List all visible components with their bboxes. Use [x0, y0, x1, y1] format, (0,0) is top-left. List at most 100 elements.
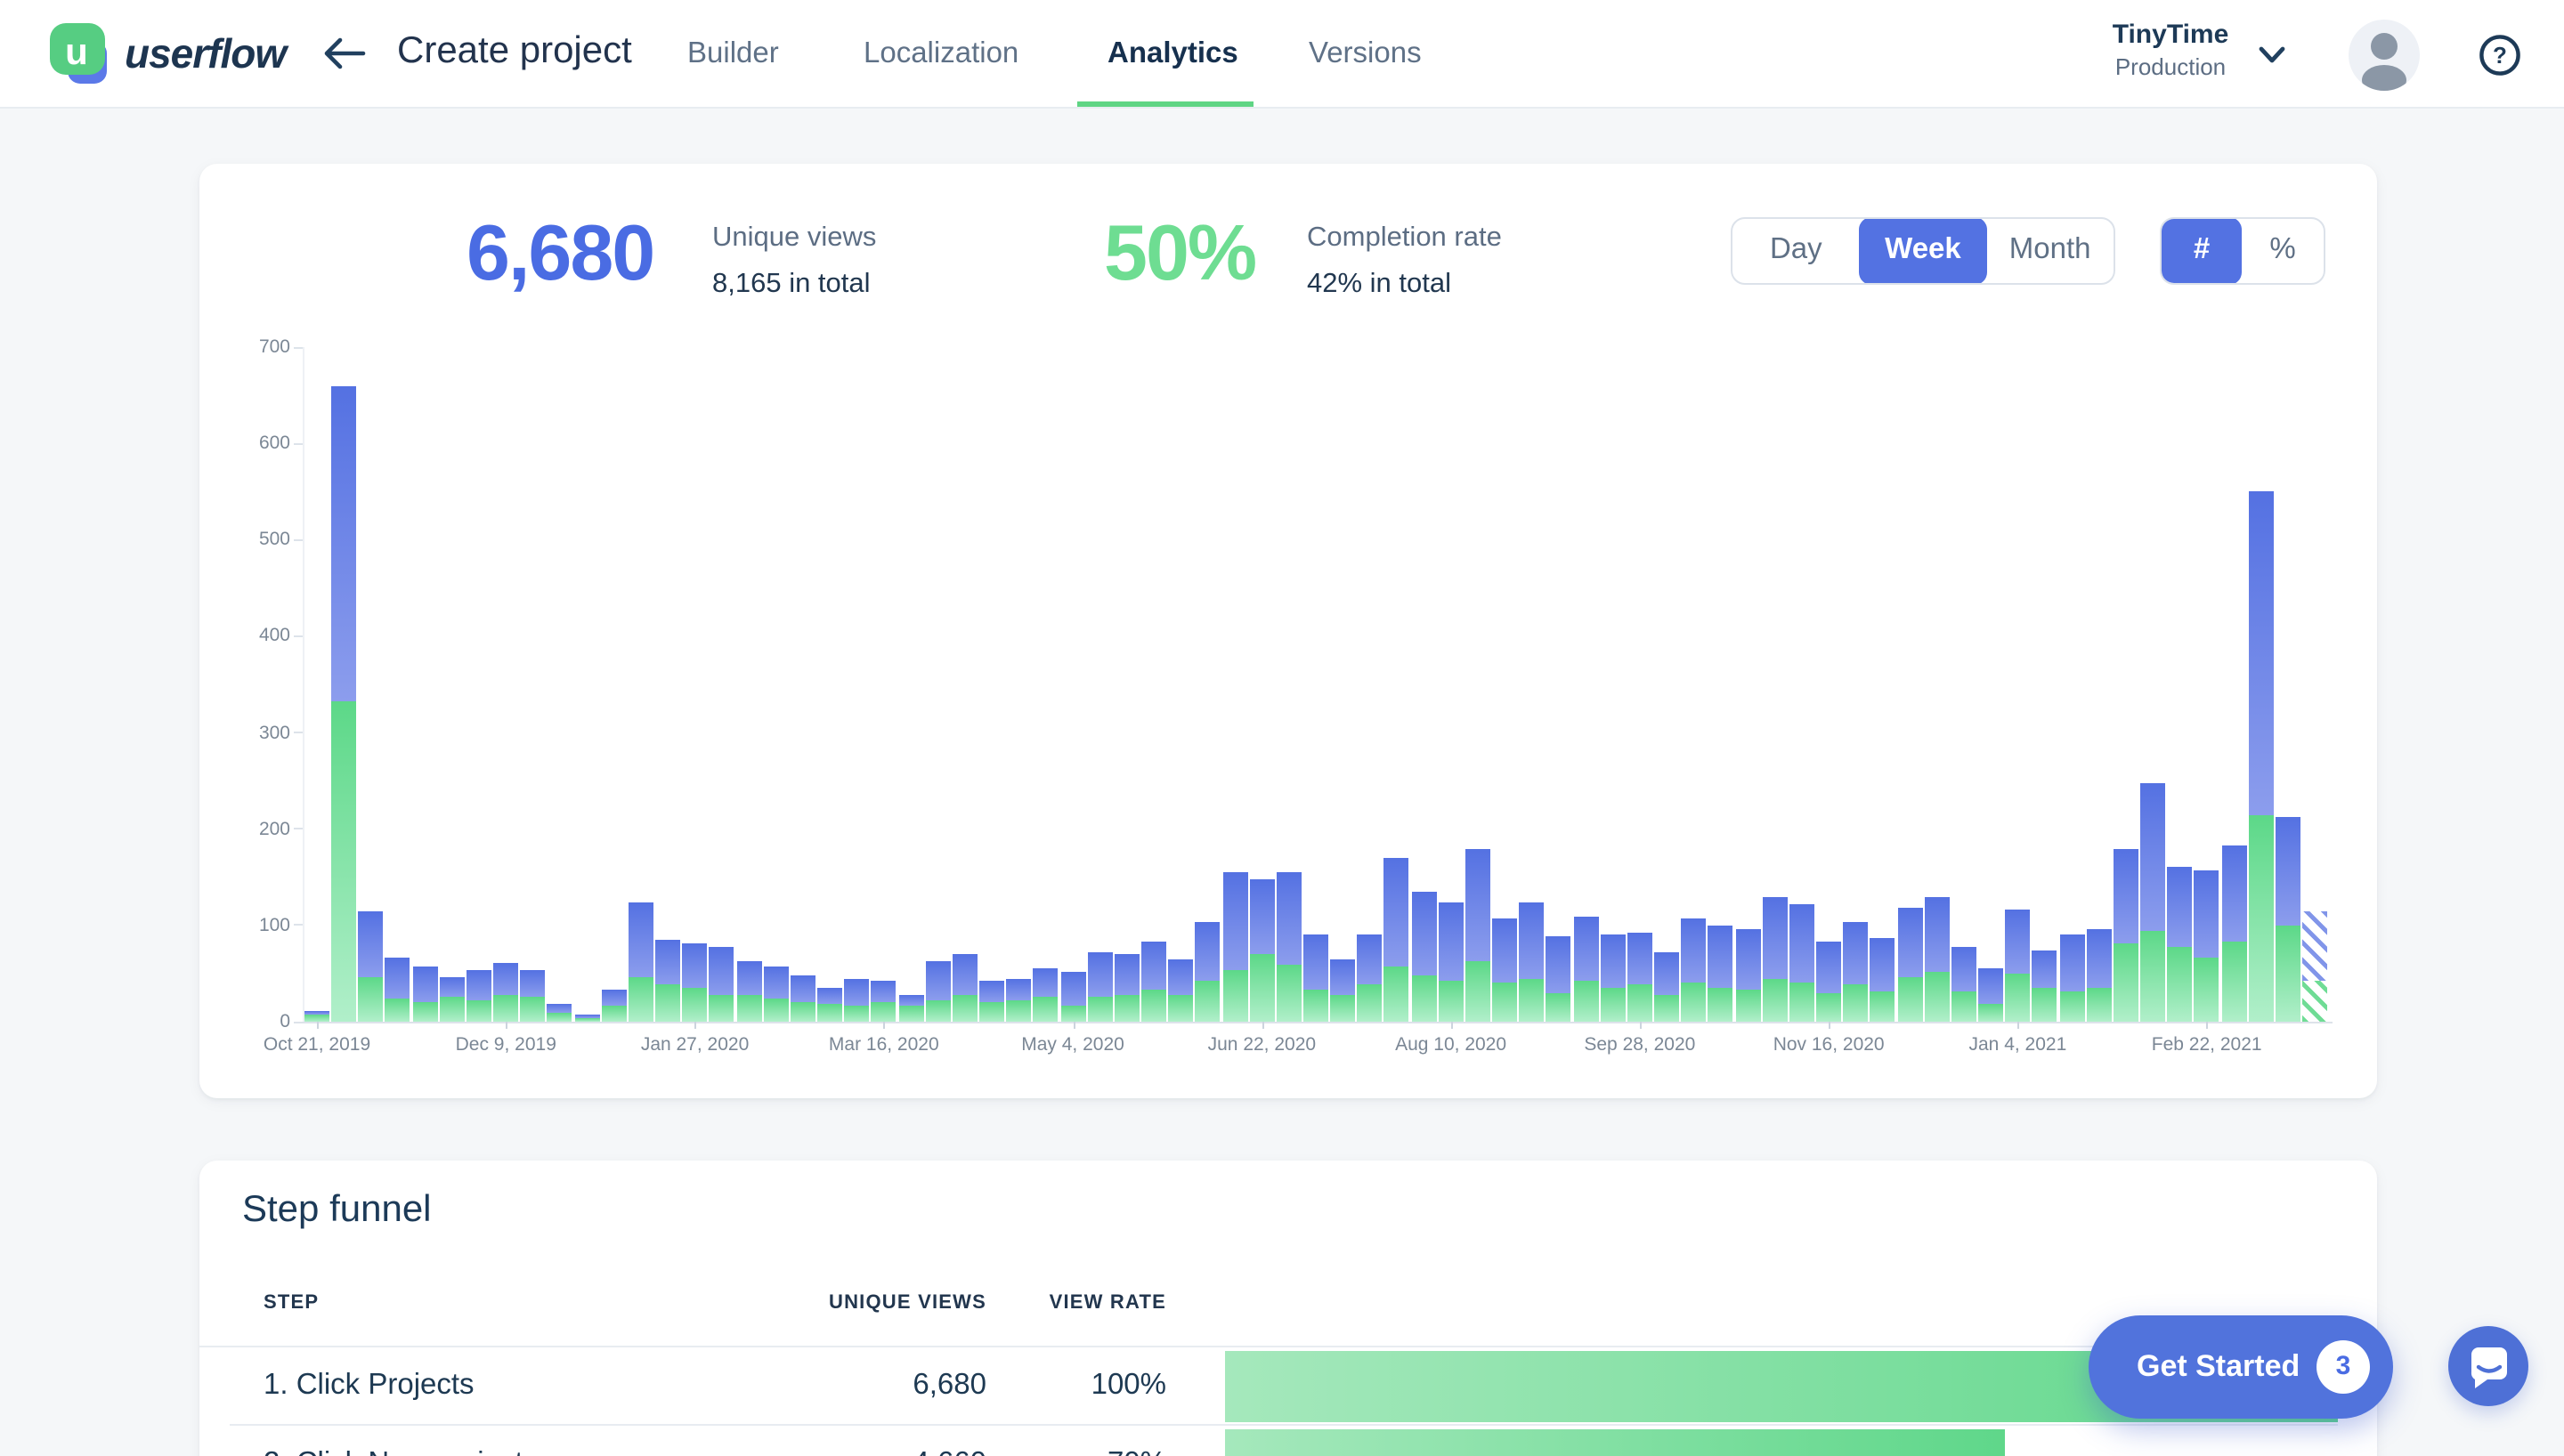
- workspace-switcher[interactable]: TinyTime Production: [2097, 20, 2244, 80]
- chart-bar-green-segment[interactable]: [1573, 981, 1599, 1022]
- chart-bar-green-segment[interactable]: [1708, 988, 1733, 1022]
- chart-bar-green-segment[interactable]: [493, 994, 519, 1022]
- chart-bar-blue-segment[interactable]: [871, 980, 897, 1003]
- chart-bar-blue-segment[interactable]: [2086, 928, 2112, 989]
- chart-bar-blue-segment[interactable]: [709, 946, 734, 995]
- chart-bar-blue-segment[interactable]: [898, 994, 924, 1007]
- chart-bar-green-segment[interactable]: [736, 994, 762, 1022]
- granularity-month-button[interactable]: Month: [2008, 233, 2091, 265]
- chart-bar-green-segment[interactable]: [1303, 990, 1328, 1022]
- chart-bar-blue-segment[interactable]: [2302, 910, 2327, 982]
- get-started-button[interactable]: Get Started 3: [2089, 1315, 2393, 1419]
- chart-bar-blue-segment[interactable]: [1735, 928, 1761, 991]
- user-avatar[interactable]: [2349, 20, 2420, 91]
- userflow-logo[interactable]: u userflow: [46, 18, 287, 89]
- chart-bar-green-segment[interactable]: [466, 1000, 491, 1022]
- chart-bar-green-segment[interactable]: [1141, 990, 1167, 1022]
- chart-bar-green-segment[interactable]: [1654, 994, 1680, 1022]
- chart-bar-blue-segment[interactable]: [385, 957, 410, 999]
- chart-bar-blue-segment[interactable]: [2113, 848, 2138, 943]
- chart-bar-green-segment[interactable]: [1492, 983, 1518, 1022]
- chart-bar-green-segment[interactable]: [2032, 987, 2057, 1022]
- chart-bar-blue-segment[interactable]: [1060, 971, 1086, 1007]
- chart-bar-green-segment[interactable]: [1222, 969, 1247, 1022]
- chat-widget-button[interactable]: [2448, 1326, 2528, 1406]
- chart-bar-blue-segment[interactable]: [979, 980, 1005, 1003]
- chart-bar-green-segment[interactable]: [1546, 992, 1571, 1022]
- chart-bar-blue-segment[interactable]: [790, 975, 815, 1003]
- chart-bar-green-segment[interactable]: [1843, 984, 1869, 1022]
- chart-bar-green-segment[interactable]: [925, 999, 951, 1022]
- chart-bar-blue-segment[interactable]: [2032, 950, 2057, 988]
- chart-bar-green-segment[interactable]: [844, 1005, 870, 1022]
- chart-bar-green-segment[interactable]: [439, 997, 465, 1022]
- chart-bar-green-segment[interactable]: [1168, 995, 1194, 1022]
- chart-bar-green-segment[interactable]: [979, 1002, 1005, 1022]
- chart-bar-blue-segment[interactable]: [574, 1015, 600, 1018]
- chart-bar-green-segment[interactable]: [1114, 995, 1140, 1022]
- chart-bar-blue-segment[interactable]: [1546, 935, 1571, 993]
- chart-bar-blue-segment[interactable]: [1383, 857, 1409, 967]
- chart-bar-green-segment[interactable]: [1519, 978, 1545, 1022]
- chart-bar-green-segment[interactable]: [1276, 964, 1302, 1022]
- chart-bar-blue-segment[interactable]: [1492, 918, 1518, 983]
- chart-bar-blue-segment[interactable]: [2140, 782, 2166, 931]
- chart-bar-blue-segment[interactable]: [2248, 491, 2274, 815]
- chart-bar-green-segment[interactable]: [898, 1006, 924, 1022]
- chart-bar-green-segment[interactable]: [331, 701, 357, 1022]
- chart-bar-green-segment[interactable]: [1951, 991, 1976, 1022]
- chart-bar-green-segment[interactable]: [763, 999, 789, 1022]
- chart-bar-blue-segment[interactable]: [2221, 845, 2246, 942]
- back-arrow-icon[interactable]: [320, 30, 367, 85]
- chart-bar-green-segment[interactable]: [1870, 991, 1895, 1022]
- chart-bar-green-segment[interactable]: [412, 1002, 438, 1022]
- chart-bar-blue-segment[interactable]: [1141, 941, 1167, 991]
- chart-bar-green-segment[interactable]: [2194, 957, 2219, 1022]
- chart-bar-green-segment[interactable]: [358, 977, 384, 1022]
- chart-bar-green-segment[interactable]: [1330, 995, 1356, 1022]
- chart-bar-blue-segment[interactable]: [331, 385, 357, 702]
- chart-bar-green-segment[interactable]: [1897, 977, 1923, 1022]
- chart-bar-green-segment[interactable]: [1411, 975, 1437, 1022]
- chart-bar-green-segment[interactable]: [1357, 984, 1383, 1022]
- chart-bar-blue-segment[interactable]: [1276, 872, 1302, 965]
- chart-bar-green-segment[interactable]: [709, 994, 734, 1022]
- chart-bar-blue-segment[interactable]: [1897, 908, 1923, 978]
- chart-bar-green-segment[interactable]: [1789, 983, 1814, 1022]
- tab-localization[interactable]: Localization: [864, 37, 1019, 69]
- chart-bar-blue-segment[interactable]: [1519, 902, 1545, 979]
- chart-bar-blue-segment[interactable]: [844, 978, 870, 1006]
- chart-bar-green-segment[interactable]: [547, 1013, 572, 1022]
- chart-bar-green-segment[interactable]: [1195, 980, 1221, 1022]
- chart-bar-blue-segment[interactable]: [439, 977, 465, 998]
- help-icon[interactable]: ?: [2479, 34, 2521, 77]
- chart-bar-blue-segment[interactable]: [1789, 903, 1814, 983]
- funnel-row-1[interactable]: 1. Click Projects 6,680 100%: [199, 1347, 2377, 1424]
- chart-bar-blue-segment[interactable]: [1924, 896, 1950, 972]
- chart-bar-green-segment[interactable]: [1465, 961, 1490, 1022]
- chart-bar-blue-segment[interactable]: [2005, 909, 2031, 974]
- chart-bar-blue-segment[interactable]: [1033, 967, 1059, 998]
- tab-analytics[interactable]: Analytics: [1108, 37, 1238, 69]
- chart-bar-green-segment[interactable]: [1600, 988, 1626, 1022]
- chart-bar-blue-segment[interactable]: [1951, 947, 1976, 991]
- chart-bar-blue-segment[interactable]: [2059, 934, 2085, 992]
- chart-bar-blue-segment[interactable]: [2167, 866, 2193, 948]
- chart-bar-green-segment[interactable]: [601, 1005, 627, 1022]
- tab-builder[interactable]: Builder: [687, 37, 779, 69]
- chart-bar-blue-segment[interactable]: [2194, 870, 2219, 958]
- chart-bar-blue-segment[interactable]: [655, 940, 681, 984]
- chart-bar-green-segment[interactable]: [1735, 990, 1761, 1022]
- chart-bar-blue-segment[interactable]: [1681, 918, 1707, 983]
- chart-bar-blue-segment[interactable]: [952, 954, 978, 995]
- funnel-row-2[interactable]: 2. Click New project 4,660 70%: [199, 1426, 2377, 1456]
- tab-versions[interactable]: Versions: [1309, 37, 1422, 69]
- chart-bar-green-segment[interactable]: [952, 994, 978, 1022]
- chart-bar-green-segment[interactable]: [304, 1014, 329, 1022]
- chart-bar-green-segment[interactable]: [1087, 997, 1113, 1022]
- chart-bar-blue-segment[interactable]: [520, 970, 546, 998]
- chart-bar-green-segment[interactable]: [1681, 983, 1707, 1022]
- chart-bar-green-segment[interactable]: [2059, 991, 2085, 1022]
- chart-bar-green-segment[interactable]: [1006, 999, 1032, 1022]
- chart-bar-blue-segment[interactable]: [1411, 892, 1437, 976]
